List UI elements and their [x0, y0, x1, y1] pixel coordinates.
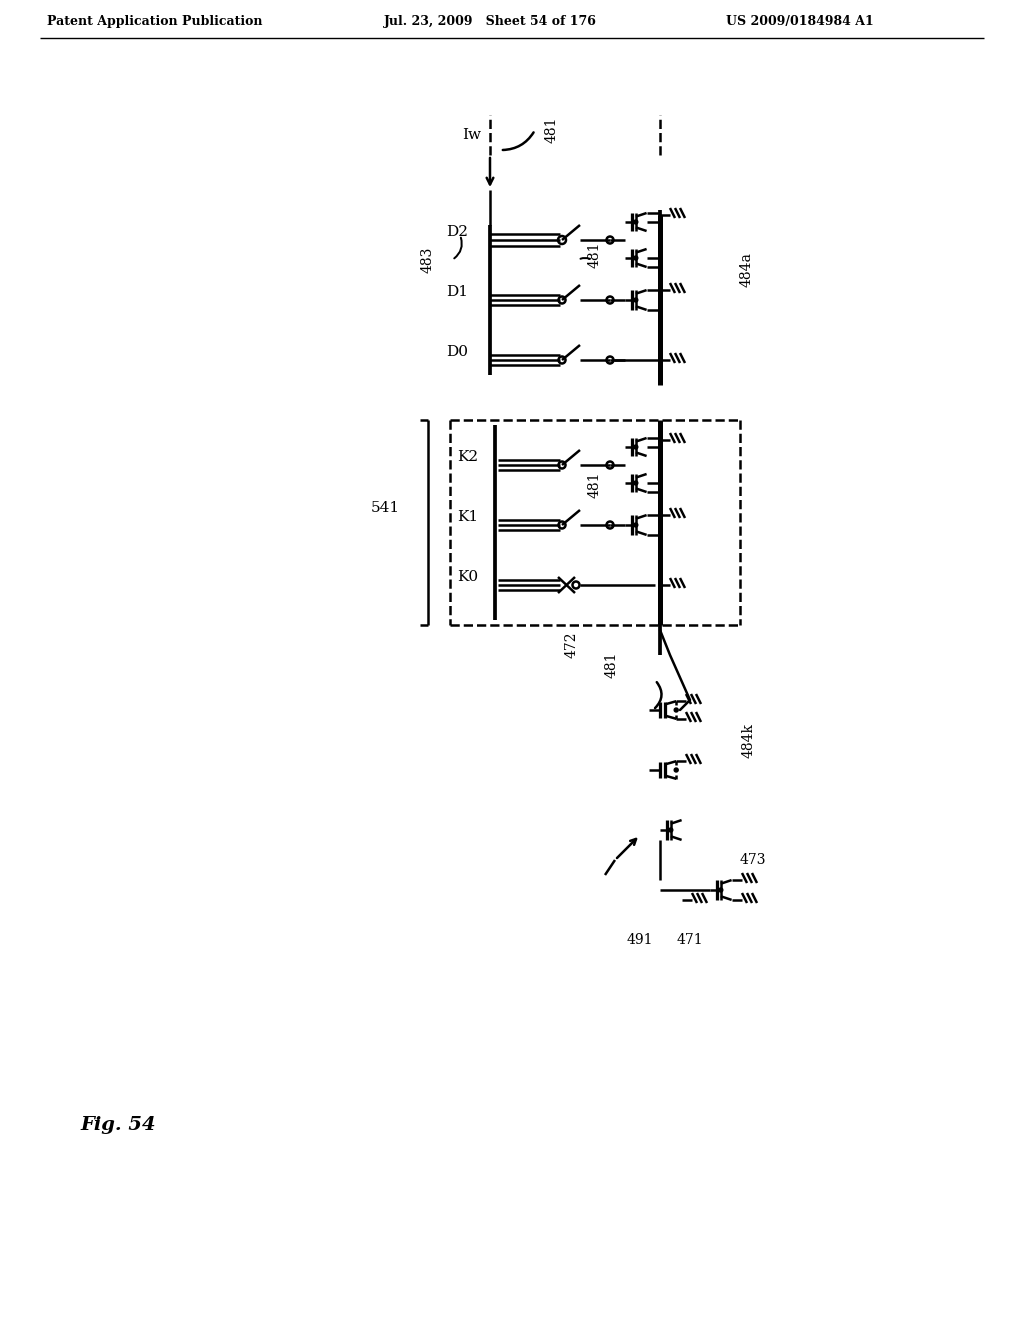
Circle shape — [634, 256, 638, 260]
Text: K2: K2 — [457, 450, 478, 465]
Text: Jul. 23, 2009   Sheet 54 of 176: Jul. 23, 2009 Sheet 54 of 176 — [384, 16, 596, 29]
Text: K0: K0 — [457, 570, 478, 583]
Circle shape — [634, 480, 638, 484]
Text: D0: D0 — [446, 345, 468, 359]
Text: 484k: 484k — [742, 722, 756, 758]
Text: 491: 491 — [627, 933, 653, 946]
Text: 483: 483 — [421, 247, 435, 273]
Text: K1: K1 — [457, 510, 478, 524]
Circle shape — [674, 708, 678, 711]
Circle shape — [634, 220, 638, 224]
Text: 471: 471 — [677, 933, 703, 946]
Text: Iw: Iw — [463, 128, 481, 143]
Circle shape — [634, 445, 638, 449]
Text: D1: D1 — [446, 285, 468, 300]
Text: 541: 541 — [371, 502, 400, 515]
Text: 473: 473 — [740, 853, 767, 867]
Text: Patent Application Publication: Patent Application Publication — [47, 16, 263, 29]
Circle shape — [634, 298, 638, 302]
Circle shape — [674, 768, 678, 772]
Text: 481: 481 — [605, 652, 618, 678]
Text: 481: 481 — [545, 116, 559, 144]
Text: 484a: 484a — [740, 252, 754, 288]
Text: D2: D2 — [446, 224, 468, 239]
Circle shape — [634, 523, 638, 527]
Text: US 2009/0184984 A1: US 2009/0184984 A1 — [726, 16, 873, 29]
Circle shape — [719, 888, 723, 892]
Text: 472: 472 — [565, 632, 579, 659]
Circle shape — [669, 828, 673, 832]
Text: 481: 481 — [588, 242, 602, 268]
Text: 481: 481 — [588, 471, 602, 498]
Text: Fig. 54: Fig. 54 — [80, 1115, 156, 1134]
